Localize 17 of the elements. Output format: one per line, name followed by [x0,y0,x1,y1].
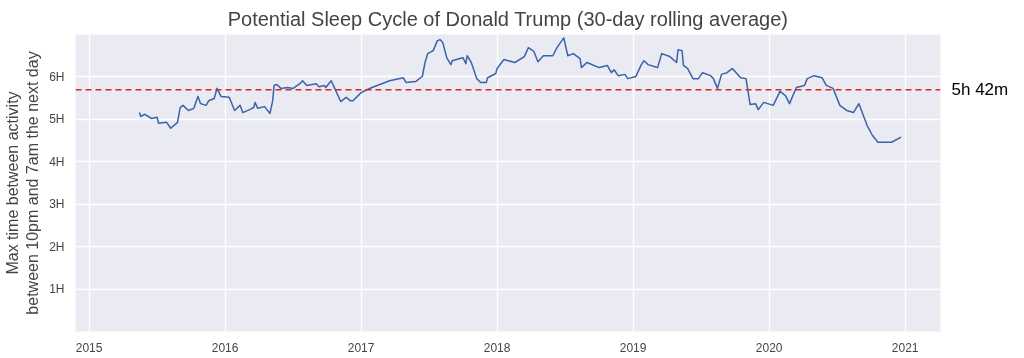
chart-title: Potential Sleep Cycle of Donald Trump (30-day rolling average) [227,7,788,30]
y-tick-label: 4H [49,154,65,169]
x-tick-label: 2016 [211,340,239,355]
ref-line-label: 5h 42m [951,80,1009,100]
y-tick-label: 6H [49,69,65,84]
x-tick-label: 2018 [483,340,511,355]
x-tick-label: 2019 [619,340,647,355]
x-tick-label: 2017 [347,340,375,355]
y-tick-label: 5H [49,112,65,127]
x-tick-label: 2021 [891,340,919,355]
y-tick-label: 2H [49,239,65,254]
x-tick-label: 2020 [755,340,783,355]
y-axis-title: Max time between activity between 10pm and 7am the next day [3,51,42,315]
line-series [138,37,902,144]
y-tick-label: 3H [49,197,65,212]
x-tick-label: 2015 [75,340,103,355]
y-tick-label: 1H [49,282,65,297]
